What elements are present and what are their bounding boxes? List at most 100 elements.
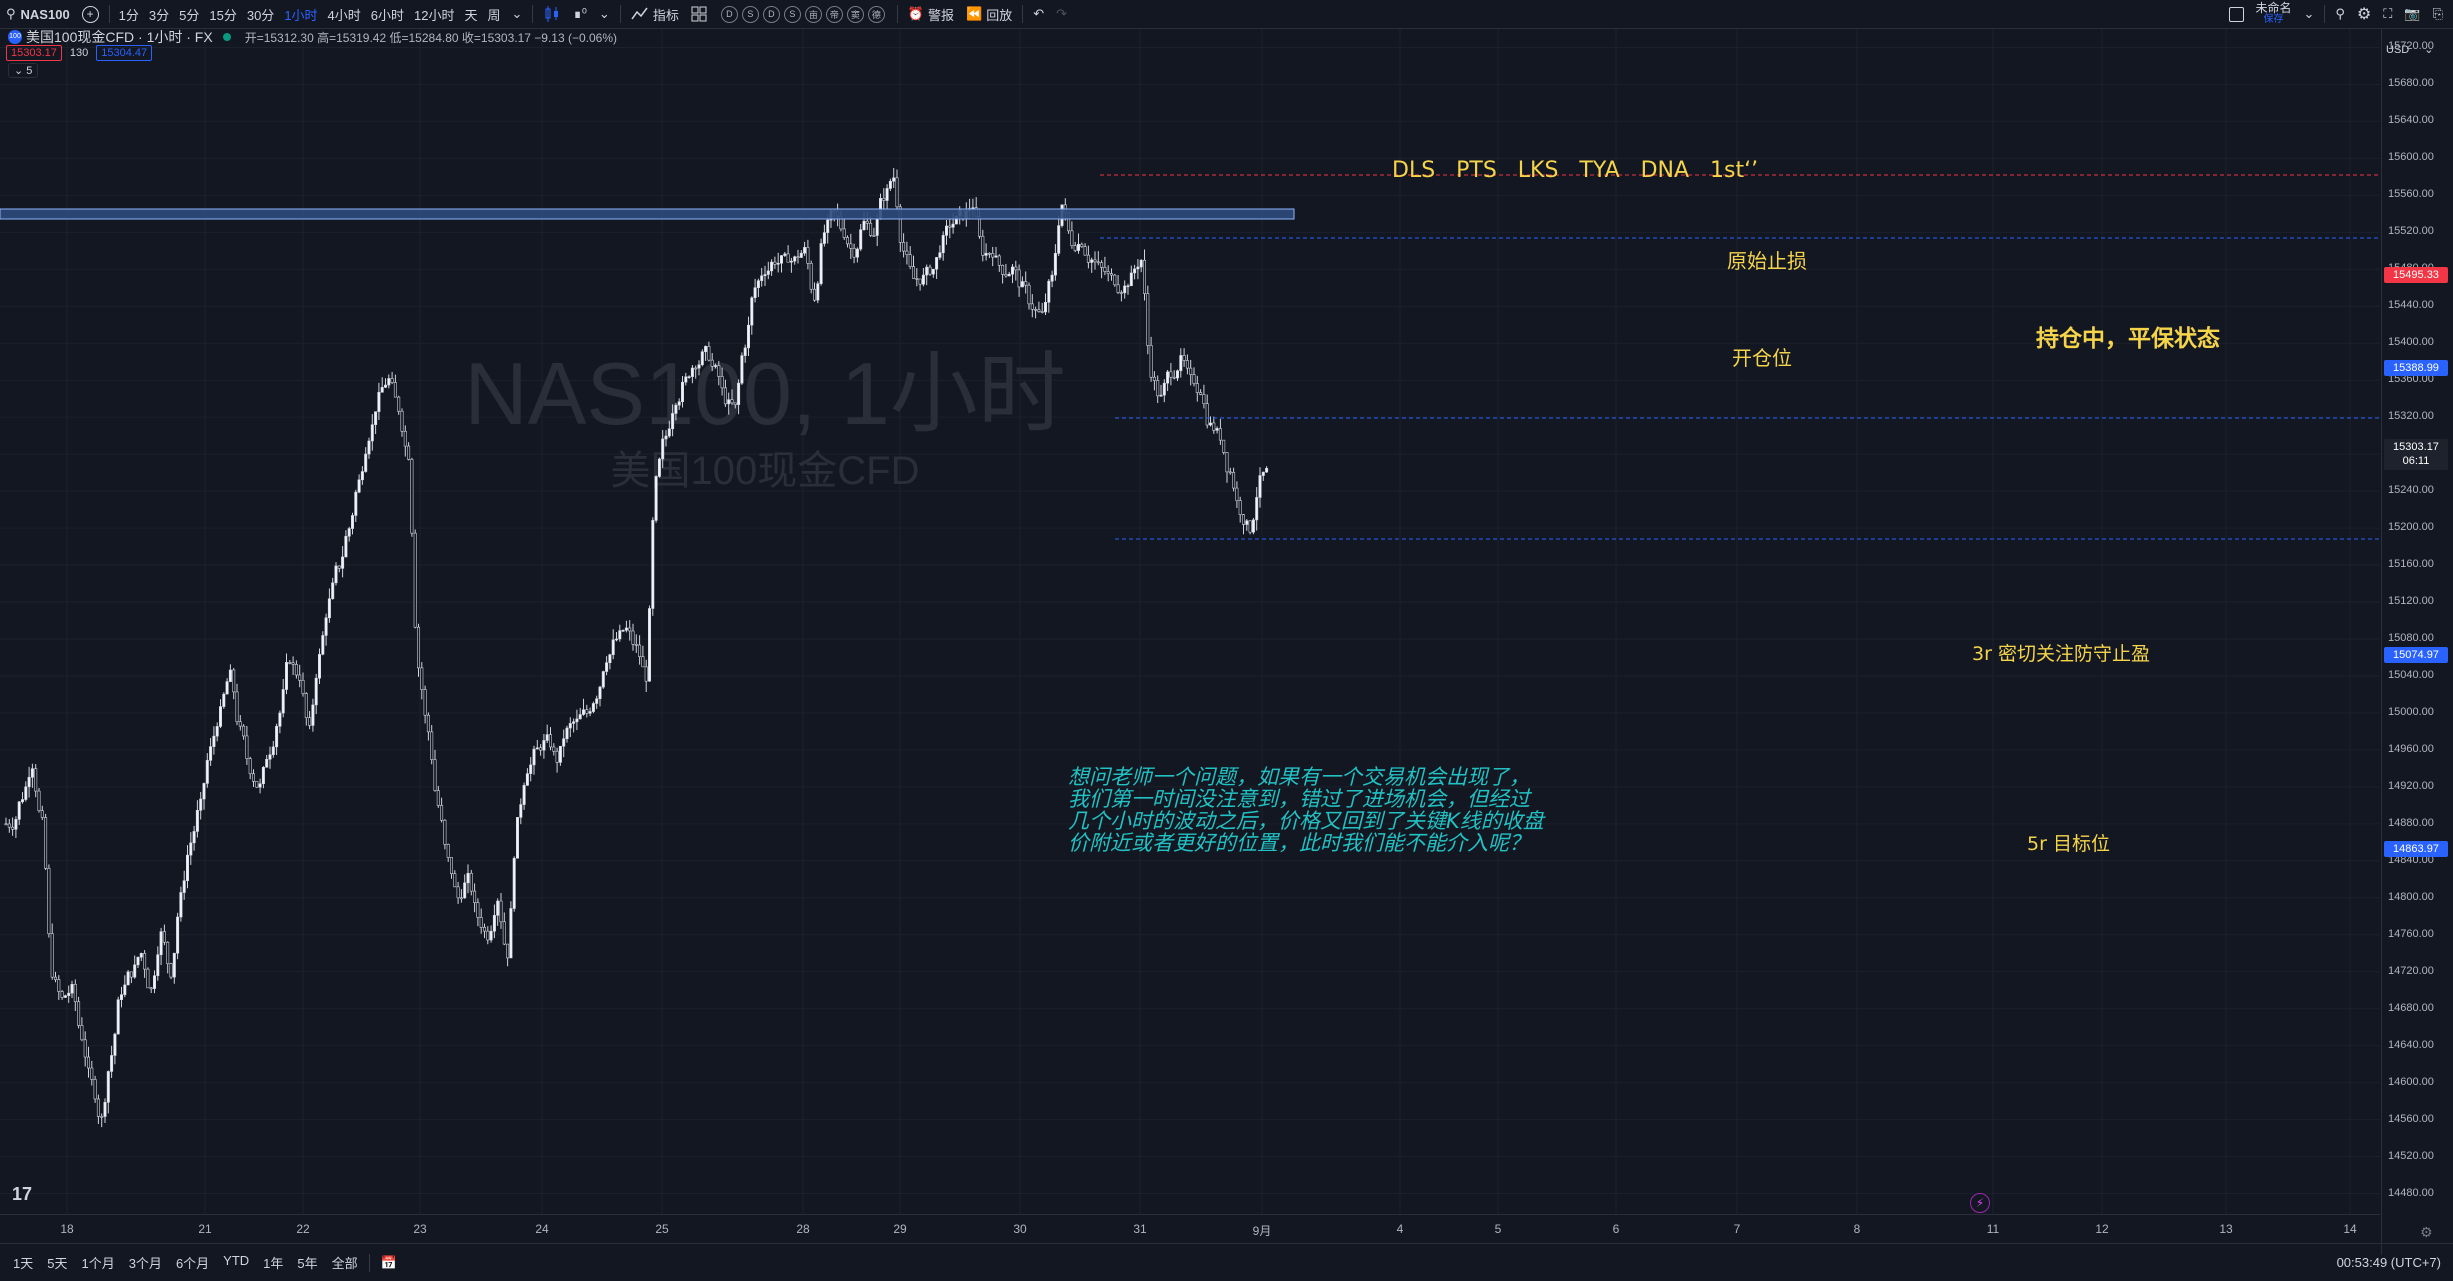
tradingview-logo[interactable]: 17 — [12, 1184, 33, 1204]
buy-price[interactable]: 15304.47 — [96, 45, 153, 61]
candle-body — [337, 565, 341, 569]
candle-body — [578, 714, 582, 720]
candle-body — [951, 223, 955, 228]
candle-body — [63, 995, 67, 998]
candle-body — [1103, 267, 1107, 272]
range-button[interactable]: 6个月 — [175, 1256, 210, 1271]
symbol-search[interactable]: ⚲ NAS100 — [6, 6, 70, 22]
time-tick-label: 9月 — [1252, 1224, 1272, 1238]
candle-body — [228, 669, 232, 682]
quick-tool-button[interactable]: D — [762, 5, 780, 23]
range-button[interactable]: 1年 — [263, 1256, 284, 1271]
alert-button[interactable]: ⏰ 警报 — [907, 6, 955, 23]
candle-body — [350, 515, 354, 529]
candle-body — [1123, 285, 1127, 294]
compare-button[interactable]: + — [76, 0, 105, 28]
interval-button[interactable]: 1小时 — [284, 7, 318, 23]
interval-button[interactable]: 周 — [487, 7, 501, 23]
candle-body — [324, 617, 328, 636]
interval-button[interactable]: 天 — [464, 7, 478, 23]
chart-type-2-button[interactable]: ∎⁰ — [567, 0, 592, 28]
square-icon — [2228, 6, 2244, 22]
interval-button[interactable]: 12小时 — [414, 7, 455, 23]
candle-body — [308, 717, 312, 726]
range-button[interactable]: 5天 — [47, 1256, 68, 1271]
range-button[interactable]: YTD — [223, 1253, 250, 1268]
candle-body — [27, 776, 31, 788]
redo-button[interactable]: ↷ — [1050, 0, 1073, 28]
interval-button[interactable]: 1分 — [118, 7, 139, 23]
range-button[interactable]: 5年 — [297, 1256, 318, 1271]
range-button[interactable]: 1个月 — [81, 1256, 115, 1271]
quick-tool-button[interactable]: 德 — [867, 5, 885, 23]
replay-button[interactable]: ⏪ 回放 — [966, 6, 1013, 23]
layout-name-button[interactable]: 未命名 保存 — [2255, 1, 2292, 25]
currency-selector[interactable]: USD ⌄ — [2386, 44, 2434, 56]
layout-dropdown[interactable]: ⌄ — [2298, 0, 2321, 28]
time-tick-label: 11 — [1986, 1222, 2000, 1236]
interval-button[interactable]: 6小时 — [370, 7, 405, 23]
interval-dropdown[interactable]: ⌄ — [506, 0, 529, 28]
target5-label[interactable]: 5r 目标位 — [2027, 833, 2110, 855]
candle-body — [519, 804, 523, 818]
interval-button[interactable]: 15分 — [209, 7, 237, 23]
price-chart[interactable]: NAS100, 1小时 美国100现金CFD — [0, 29, 2380, 1214]
more-chart-types[interactable]: ⌄ — [593, 0, 616, 28]
layout-checkbox[interactable] — [2223, 0, 2250, 28]
range-button[interactable]: 1天 — [13, 1256, 34, 1271]
templates-button[interactable] — [685, 0, 713, 28]
candle-body — [90, 1067, 94, 1080]
interval-button[interactable]: 3分 — [148, 7, 170, 23]
clock[interactable]: 00:53:49 (UTC+7) — [2336, 1255, 2441, 1270]
indicators-toggle[interactable]: ⌄ 5 — [8, 63, 39, 78]
sell-price[interactable]: 15303.17 — [6, 45, 62, 61]
candle-body — [898, 206, 902, 243]
fullscreen-button[interactable]: ⛶ — [2377, 0, 2398, 28]
candle-body — [803, 247, 807, 254]
quick-tool-button[interactable]: S — [741, 5, 759, 23]
goto-date-button[interactable]: 📅 — [374, 1255, 404, 1271]
candle-body — [1007, 273, 1011, 277]
chart-area[interactable]: NAS100, 1小时 美国100现金CFD 100 美国100现金CFD · … — [0, 29, 2380, 1255]
axis-settings-icon[interactable]: ⚙ — [2420, 1224, 2433, 1240]
target3-label[interactable]: 3r 密切关注防守止盈 — [1972, 643, 2150, 665]
quick-tool-button[interactable]: 亩 — [804, 5, 822, 23]
range-button[interactable]: 3个月 — [128, 1256, 162, 1271]
interval-button[interactable]: 30分 — [246, 7, 275, 23]
quick-tool-button[interactable]: S — [783, 5, 801, 23]
candle-body — [707, 346, 711, 361]
candle-body — [433, 759, 437, 791]
candle-body — [370, 424, 374, 442]
chart-type-button[interactable] — [537, 0, 567, 28]
question-text[interactable]: 想问老师一个问题，如果有一个交易机会出现了， 我们第一时间没注意到，错过了进场机… — [1068, 766, 1544, 854]
candle-body — [799, 252, 803, 258]
time-axis[interactable]: 18 21 22 23 24 25 28 29 30 31 9月 4 5 6 7 8 11 12 13 14 — [0, 1214, 2380, 1243]
candle-body — [1162, 382, 1166, 396]
price-tick-label: 14720.00 — [2388, 964, 2434, 977]
price-axis[interactable]: USD ⌄ 15720.00 15680.00 15640.00 15600.00 15… — [2381, 29, 2453, 1255]
quick-search-button[interactable]: ⚲ — [2329, 0, 2351, 28]
indicators-button[interactable]: 指标 — [625, 0, 685, 28]
symbol-title[interactable]: 美国100现金CFD · 1小时 · FX — [26, 29, 213, 45]
candle-body — [162, 931, 166, 943]
range-button[interactable]: 全部 — [331, 1256, 358, 1271]
position-status-label[interactable]: 持仓中，平保状态 — [2036, 326, 2220, 352]
snapshot-button[interactable]: 📷 — [2398, 0, 2426, 28]
price-tick-label: 15320.00 — [2388, 410, 2434, 423]
candle-body — [1166, 371, 1170, 384]
quick-tool-button[interactable]: D — [720, 5, 738, 23]
chevron-down-icon: ⌄ — [511, 6, 523, 21]
interval-button[interactable]: 5分 — [179, 7, 200, 23]
candle-body — [931, 268, 935, 275]
quick-tool-button[interactable]: 帝 — [825, 5, 843, 23]
lightning-icon[interactable]: ⚡ — [1970, 1193, 1990, 1213]
quick-tool-button[interactable]: 窦 — [846, 5, 864, 23]
entry-label[interactable]: 开仓位 — [1732, 346, 1792, 370]
candle-body — [93, 1079, 97, 1100]
undo-button[interactable]: ↶ — [1027, 0, 1050, 28]
top-pattern-labels[interactable]: DLS PTS LKS TYA DNA 1st‘’ — [1392, 158, 1759, 183]
settings-button[interactable]: ⚙ — [2351, 0, 2377, 28]
publish-button[interactable]: ⎘ — [2427, 0, 2453, 28]
interval-button[interactable]: 4小时 — [327, 7, 361, 23]
stop-loss-label[interactable]: 原始止损 — [1727, 249, 1807, 273]
